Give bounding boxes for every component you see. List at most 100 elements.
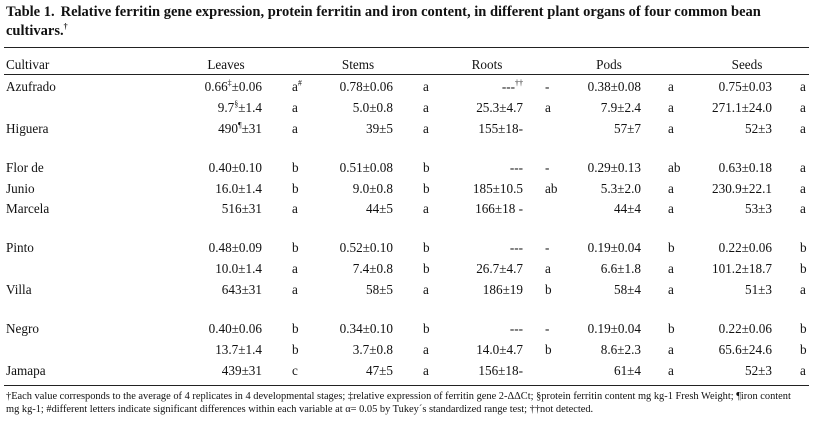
cell-number: 0.48±0.09 [208, 240, 262, 255]
significance-letter: a [423, 342, 429, 358]
cell-number: 53±3 [744, 201, 772, 216]
significance-letter: a [423, 282, 429, 298]
cell-value: 0.51±0.08 [273, 160, 393, 176]
cell-value: 0.19±0.04 [521, 321, 641, 337]
significance-letter: a [292, 100, 298, 116]
significance-letter-text: a [545, 100, 551, 115]
table-footnote: †Each value corresponds to the average o… [6, 391, 791, 415]
significance-letter-text: b [292, 321, 299, 336]
bottom-rule [4, 385, 809, 386]
significance-letter-text: b [545, 282, 552, 297]
cell-value: 58±4 [521, 282, 641, 298]
cell-number: --- [509, 321, 523, 336]
significance-letter-text: a [423, 342, 429, 357]
cell-number: 271.1±24.0 [712, 100, 772, 115]
significance-letter-text: a [668, 100, 674, 115]
significance-letter: b [423, 240, 430, 256]
significance-letter: b [292, 342, 299, 358]
cell-value: 65.6±24.6 [652, 342, 772, 358]
significance-letter: a [800, 181, 806, 197]
cell-number: 0.63±0.18 [718, 160, 772, 175]
significance-letter-text: a [292, 201, 298, 216]
cell-value: 0.29±0.13 [521, 160, 641, 176]
cell-number: 516±31 [221, 201, 262, 216]
cell-value: 14.0±4.7 [403, 342, 523, 358]
significance-letter-text: a [668, 342, 674, 357]
significance-letter: a [292, 282, 298, 298]
significance-letter: a [668, 181, 674, 197]
cell-value: 0.48±0.09 [142, 240, 262, 256]
significance-letter: - [545, 160, 549, 176]
significance-letter-text: a [423, 79, 429, 94]
significance-letter: a [800, 79, 806, 95]
footnote-mark: # [297, 78, 302, 88]
significance-letter-text: ab [545, 181, 558, 196]
cultivar-name: Higuera [6, 121, 49, 136]
significance-letter-text: - [545, 321, 550, 336]
cell-number: 230.9±22.1 [712, 181, 772, 196]
significance-letter-text: b [800, 240, 807, 255]
significance-letter-text: c [292, 363, 298, 378]
cell-value: 185±10.5 [403, 181, 523, 197]
significance-letter-text: b [800, 321, 807, 336]
cell-value: 52±3 [652, 121, 772, 137]
significance-letter: ab [668, 160, 680, 176]
cell-number: --- [509, 240, 523, 255]
cell-number: 58±4 [613, 282, 641, 297]
significance-letter: a [545, 100, 551, 116]
significance-letter-text: b [423, 181, 430, 196]
cell-value: 0.22±0.06 [652, 321, 772, 337]
significance-letter-text: a [800, 160, 806, 175]
significance-letter: a [668, 363, 674, 379]
significance-letter: b [423, 261, 430, 277]
cell-value: 186±19 [403, 282, 523, 298]
cell-number: 7.4±0.8 [352, 261, 393, 276]
cell-value: 58±5 [273, 282, 393, 298]
significance-letter: b [423, 321, 430, 337]
significance-letter-text: b [423, 261, 430, 276]
significance-letter-text: b [668, 321, 675, 336]
significance-letter-text: a [545, 261, 551, 276]
significance-letter: a [423, 121, 429, 137]
significance-letter: a [800, 282, 806, 298]
cell-number: 101.2±18.7 [712, 261, 772, 276]
significance-letter-text: b [292, 240, 299, 255]
column-header: Cultivar [6, 57, 50, 72]
cell-value: 0.19±0.04 [521, 240, 641, 256]
cell-value: 5.0±0.8 [273, 100, 393, 116]
cell-value: --- [403, 321, 523, 337]
cell-value: 166±18 - [403, 201, 523, 217]
cell-number: --- [501, 79, 515, 94]
column-header: Pods [596, 57, 622, 72]
cell-number: 52±3 [744, 121, 772, 136]
cell-value: --- [403, 160, 523, 176]
cell-number: --- [509, 160, 523, 175]
significance-letter: - [545, 79, 549, 95]
table-caption: Table 1. Relative ferritin gene expressio… [6, 3, 806, 41]
cell-value: 271.1±24.0 [652, 100, 772, 116]
cell-number: 39±5 [365, 121, 393, 136]
cell-number: 185±10.5 [472, 181, 523, 196]
significance-letter-text: a [800, 79, 806, 94]
significance-letter: b [800, 342, 807, 358]
cell-number: 0.34±0.10 [339, 321, 393, 336]
significance-letter: b [800, 321, 807, 337]
cell-value: 0.63±0.18 [652, 160, 772, 176]
cell-value: 156±18- [403, 363, 523, 379]
significance-letter-text: b [292, 160, 299, 175]
cell-value: 0.66‡±0.06 [142, 79, 262, 95]
cell-number: 0.22±0.06 [718, 321, 772, 336]
cell-number: 0.29±0.13 [587, 160, 641, 175]
cell-value: 26.7±4.7 [403, 261, 523, 277]
cell-number: 47±5 [365, 363, 393, 378]
column-header: Leaves [207, 57, 245, 72]
cell-number: 25.3±4.7 [476, 100, 523, 115]
cell-value: ---†† [403, 79, 523, 95]
significance-letter-text: a [668, 363, 674, 378]
cell-number: 57±7 [613, 121, 641, 136]
cell-value: 643±31 [142, 282, 262, 298]
cell-value: 3.7±0.8 [273, 342, 393, 358]
cell-number: 9.0±0.8 [352, 181, 393, 196]
cell-value: 230.9±22.1 [652, 181, 772, 197]
cell-number: 0.51±0.08 [339, 160, 393, 175]
